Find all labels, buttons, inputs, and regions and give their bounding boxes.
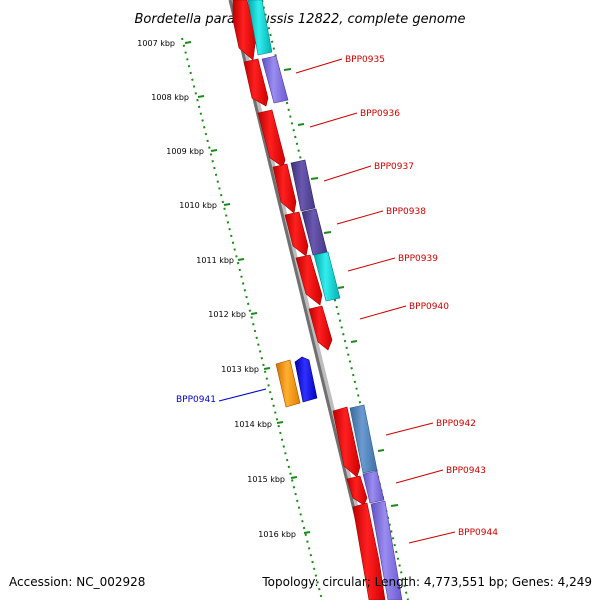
gene-bar — [275, 359, 301, 408]
tick-label-1013: 1013 kbp — [221, 365, 259, 374]
gene-label-bpp0939: BPP0939 — [398, 254, 438, 264]
gene-bar — [243, 58, 269, 107]
gene-bar — [313, 251, 341, 302]
gene-leaders — [218, 58, 456, 544]
tick-label-1010: 1010 kbp — [179, 201, 217, 210]
tick-label-1014: 1014 kbp — [234, 420, 272, 429]
gene-label-bpp0936: BPP0936 — [360, 109, 400, 119]
gene-label-bpp0938: BPP0938 — [386, 207, 426, 217]
gene-bar — [290, 159, 316, 212]
map-title: Bordetella parapertussis 12822, complete… — [135, 12, 466, 27]
tick-1007 — [184, 41, 192, 44]
backbone — [228, 0, 378, 600]
gene-label-bpp0943: BPP0943 — [446, 466, 486, 476]
reverse-genes — [275, 356, 318, 408]
tick-label-1009: 1009 kbp — [166, 147, 204, 156]
topology-text: Topology: circular; Length: 4,773,551 bp… — [262, 575, 592, 589]
tick-1010 — [223, 203, 231, 206]
tick-1013 — [263, 367, 271, 370]
tick-1016 — [303, 531, 311, 534]
tick-label-1015: 1015 kbp — [247, 475, 285, 484]
gene-label-bpp0941: BPP0941 — [176, 395, 216, 405]
outer-lane-genes — [247, 0, 403, 600]
gene-bar — [294, 356, 318, 403]
gene-bar — [308, 305, 333, 351]
gene-label-bpp0937: BPP0937 — [374, 162, 414, 172]
gene-bar — [261, 55, 289, 104]
gene-bar — [352, 502, 386, 600]
gene-bar — [284, 211, 309, 257]
gene-bar — [362, 470, 385, 504]
accession-text: Accession: NC_002928 — [9, 575, 146, 589]
gene-label-bpp0940: BPP0940 — [409, 302, 449, 312]
gene-bar — [332, 406, 361, 478]
forward-genes — [232, 0, 386, 600]
gene-bar — [272, 163, 297, 214]
ruler-track — [181, 37, 323, 600]
tick-label-1007: 1007 kbp — [137, 39, 175, 48]
outer-track-ticks — [283, 68, 399, 507]
tick-label-1012: 1012 kbp — [208, 310, 246, 319]
gene-bar — [346, 475, 368, 506]
gene-bar — [370, 500, 403, 600]
gene-label-bpp0944: BPP0944 — [458, 528, 498, 538]
tick-1008 — [197, 95, 205, 98]
gene-labels: BPP0935 BPP0936 BPP0937 BPP0938 BPP0939 … — [176, 55, 498, 538]
tick-1009 — [210, 149, 218, 152]
tick-1012 — [250, 312, 258, 315]
tick-1014 — [276, 421, 284, 424]
gene-bar — [257, 109, 286, 168]
tick-1011 — [237, 258, 245, 261]
tick-label-1011: 1011 kbp — [196, 256, 234, 265]
gene-label-bpp0935: BPP0935 — [345, 55, 385, 65]
gene-bar — [295, 254, 323, 306]
gene-bar — [247, 0, 273, 56]
gene-bar — [349, 404, 378, 474]
ruler-ticks: 1007 kbp 1008 kbp 1009 kbp 1010 kbp 1011… — [137, 39, 311, 539]
tick-label-1008: 1008 kbp — [151, 93, 189, 102]
outer-dotted-track — [261, 0, 409, 600]
tick-label-1016: 1016 kbp — [258, 530, 296, 539]
gene-label-bpp0942: BPP0942 — [436, 419, 476, 429]
tick-1015 — [290, 476, 298, 479]
